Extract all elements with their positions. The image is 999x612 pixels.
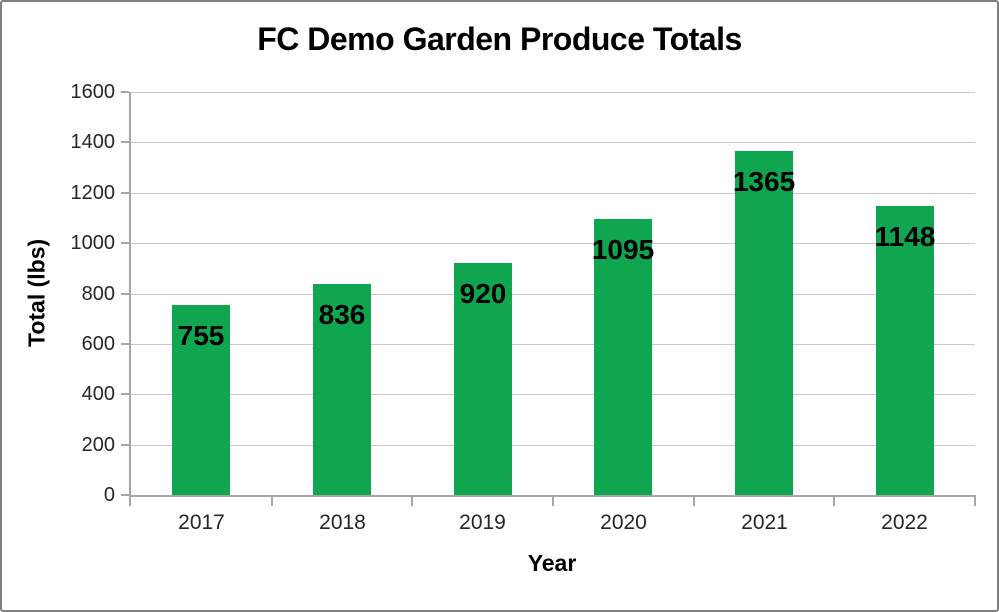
bar-2020: 1095	[591, 219, 655, 495]
plot-area: 755 836 920 1095 1365 1148	[121, 91, 976, 506]
bar-value-label: 1365	[732, 166, 796, 197]
gridline	[131, 445, 975, 446]
bar-value-label: 1095	[591, 234, 655, 265]
bar-2017: 755	[172, 305, 230, 495]
y-axis-tick	[121, 343, 129, 345]
y-axis-tick	[121, 293, 129, 295]
x-axis-tick-label: 2018	[319, 511, 366, 534]
y-axis-tick	[121, 494, 129, 496]
bar-2018: 836	[313, 284, 371, 495]
y-axis-tick-label: 400	[81, 383, 115, 405]
y-axis-tick	[121, 242, 129, 244]
chart-title: FC Demo Garden Produce Totals	[257, 21, 742, 57]
y-axis-tick-label: 800	[81, 283, 115, 305]
x-axis-tick	[411, 495, 413, 506]
y-axis-tick-label: 1200	[70, 182, 116, 204]
bar-value-label: 836	[318, 299, 366, 330]
x-axis-title: Year	[527, 550, 577, 576]
x-axis-tick	[833, 495, 835, 506]
gridline	[131, 92, 975, 93]
y-axis-tick-label: 1000	[70, 232, 116, 254]
x-axis-tick-label: 2021	[741, 511, 788, 534]
y-axis-tick-label: 1600	[70, 81, 116, 103]
y-axis-tick	[121, 91, 129, 93]
y-axis-tick-label: 0	[103, 484, 115, 506]
x-axis-tick-label: 2019	[459, 511, 506, 534]
gridline	[131, 394, 975, 395]
y-axis-tick	[121, 141, 129, 143]
gridline	[131, 294, 975, 295]
bar-2022: 1148	[874, 206, 936, 495]
gridline	[131, 344, 975, 345]
y-axis-tick	[121, 192, 129, 194]
bar-2021: 1365	[732, 151, 796, 495]
bar-value-label: 1148	[874, 221, 936, 252]
gridline	[131, 142, 975, 143]
y-axis-tick-label: 1400	[70, 131, 116, 153]
x-axis-tick	[974, 495, 976, 506]
x-axis-tick-label: 2017	[178, 511, 225, 534]
gridline	[131, 193, 975, 194]
x-axis-tick	[129, 495, 131, 506]
bar-value-label: 755	[177, 320, 225, 351]
x-axis-tick	[271, 495, 273, 506]
y-axis-tick	[121, 393, 129, 395]
x-axis-tick-label: 2020	[600, 511, 647, 534]
gridline	[131, 243, 975, 244]
x-axis-tick	[693, 495, 695, 506]
x-axis-tick	[552, 495, 554, 506]
y-axis-tick	[121, 444, 129, 446]
y-axis-tick-label: 200	[81, 434, 115, 456]
bar-value-label: 920	[459, 278, 507, 309]
bar-2019: 920	[454, 263, 512, 495]
x-axis-tick-label: 2022	[881, 511, 928, 534]
y-axis-tick-label: 600	[81, 333, 115, 355]
